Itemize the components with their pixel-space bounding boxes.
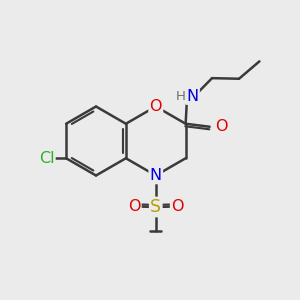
- Text: N: N: [187, 89, 199, 104]
- Text: H: H: [176, 90, 185, 103]
- Text: O: O: [128, 199, 140, 214]
- Text: O: O: [171, 199, 184, 214]
- Text: Cl: Cl: [39, 151, 54, 166]
- Text: O: O: [149, 99, 162, 114]
- Text: O: O: [215, 119, 227, 134]
- Text: S: S: [150, 198, 161, 216]
- Text: N: N: [150, 168, 162, 183]
